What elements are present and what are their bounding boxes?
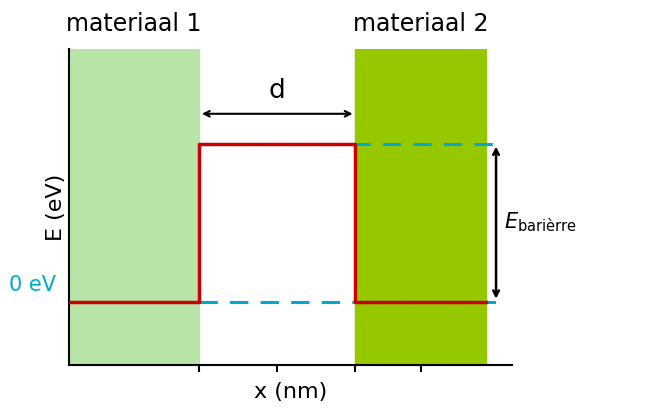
X-axis label: x (nm): x (nm) <box>254 382 327 402</box>
Text: $E_{\mathregular{barièrre}}$: $E_{\mathregular{barièrre}}$ <box>504 211 577 234</box>
Text: 0 eV: 0 eV <box>9 275 56 295</box>
Bar <box>356 49 485 365</box>
Text: materiaal 1: materiaal 1 <box>66 12 201 36</box>
Text: materiaal 2: materiaal 2 <box>353 12 488 36</box>
Bar <box>69 49 199 365</box>
Text: d: d <box>269 78 285 104</box>
Y-axis label: E (eV): E (eV) <box>46 173 66 240</box>
